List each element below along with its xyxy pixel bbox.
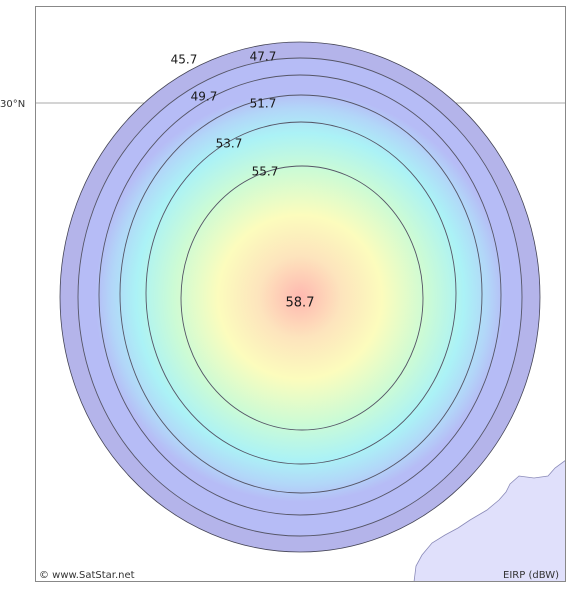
contour-label-55-7: 55.7 [252,165,279,179]
contour-lines [77,57,523,537]
contour-label-45-7: 45.7 [171,53,198,67]
contour-label-49-7: 49.7 [191,90,218,104]
land-mass [413,459,566,582]
contour-line-53-7 [145,121,457,465]
unit-label: EIRP (dBW) [503,570,559,581]
footprint-beam-fill [78,58,522,536]
contour-line-49-7 [98,74,502,516]
contour-label-47-7: 47.7 [250,50,277,64]
contour-line-55-7 [180,165,424,431]
copyright-text: © www.SatStar.net [39,570,135,581]
contour-line-47-7 [77,57,523,537]
map-frame [35,6,566,582]
contour-label-53-7: 53.7 [216,137,243,151]
contour-label-51-7: 51.7 [250,97,277,111]
contour-line-51-7 [119,94,483,494]
latitude-label: 30°N [0,99,25,110]
center-peak-label: 58.7 [286,296,315,311]
